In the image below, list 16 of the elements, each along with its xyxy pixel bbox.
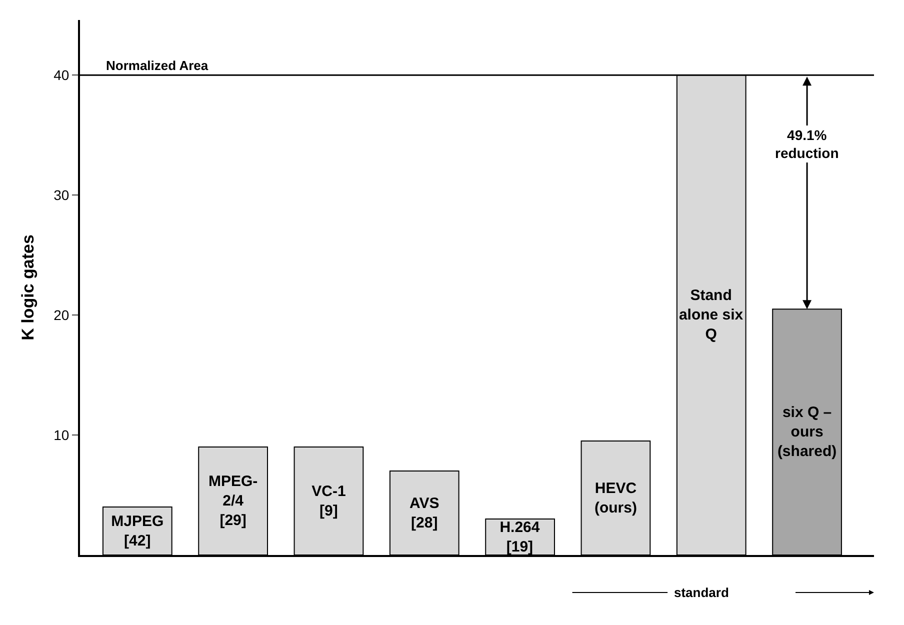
x-tick-label: Stand alone six Q: [678, 287, 744, 344]
x-tick-label: six Q – ours (shared): [777, 404, 837, 460]
x-tick-label: VC-1 [9]: [312, 482, 346, 520]
y-tick-label: 10: [54, 426, 70, 443]
ref-line-label: Normalized Area: [106, 58, 209, 73]
y-tick-label: 20: [54, 306, 70, 323]
y-tick-label: 30: [54, 187, 70, 204]
x-tick-label: MJPEG [42]: [111, 512, 164, 550]
y-tick-label: 40: [54, 67, 70, 84]
x-tick-label: HEVC (ours): [594, 480, 637, 516]
x-tick-label: AVS [28]: [410, 494, 440, 532]
y-axis-title: K logic gates: [18, 234, 38, 340]
annotation: 49.1% reduction: [775, 127, 839, 162]
x-axis-title: standard: [674, 585, 729, 600]
x-tick-label: MPEG- 2/4 [29]: [208, 473, 258, 530]
x-tick-label: H.264 [19]: [500, 518, 540, 556]
